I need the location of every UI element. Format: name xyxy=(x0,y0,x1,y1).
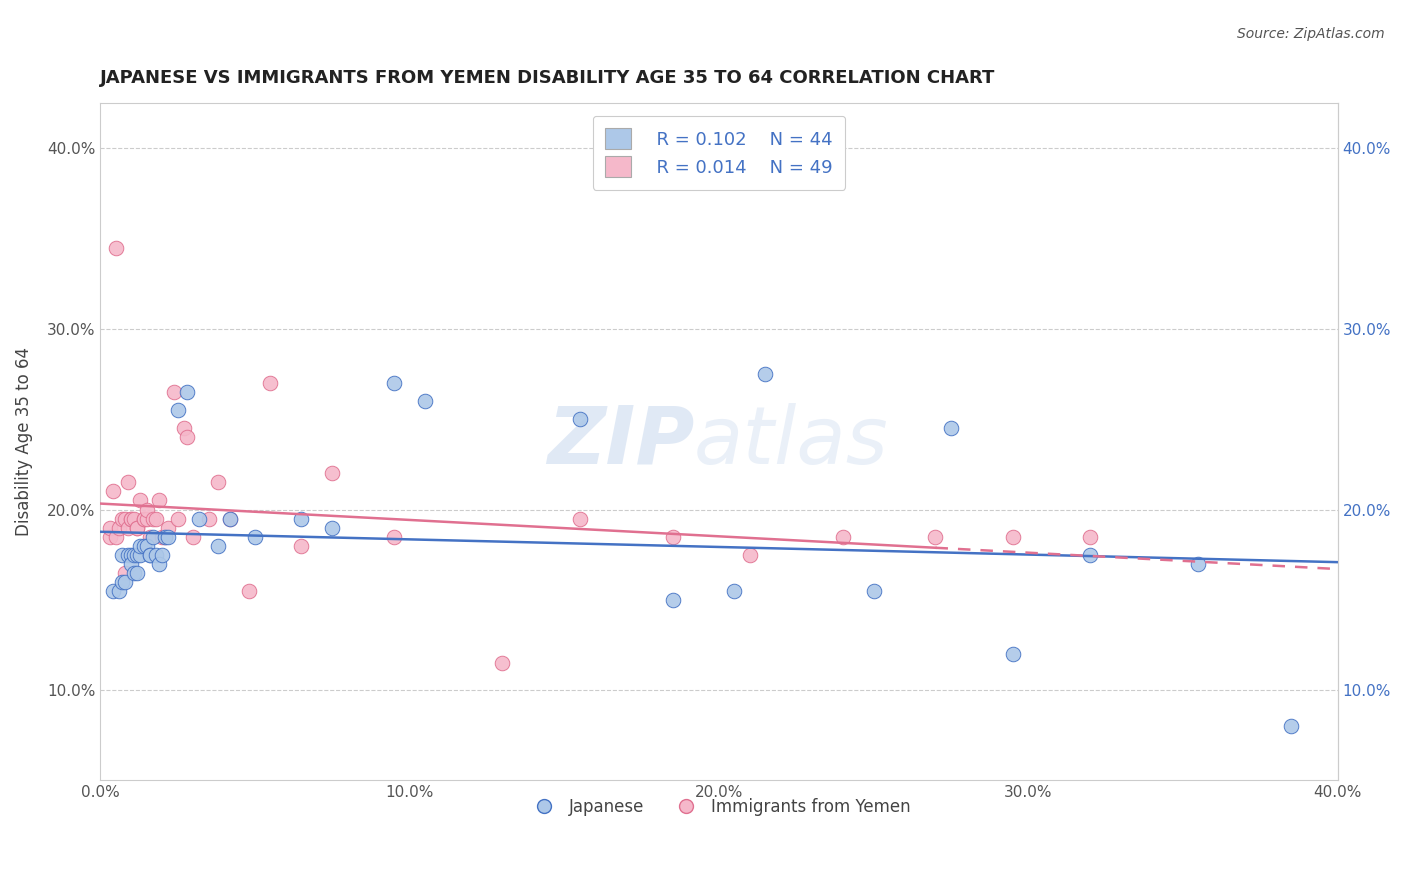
Point xyxy=(321,520,343,534)
Point xyxy=(129,493,152,508)
Point xyxy=(139,530,162,544)
Point xyxy=(120,511,142,525)
Point xyxy=(117,520,139,534)
Point xyxy=(127,566,149,580)
Point xyxy=(661,592,683,607)
Point xyxy=(150,530,173,544)
Point xyxy=(382,376,405,391)
Point xyxy=(139,548,162,562)
Point xyxy=(568,511,591,525)
Point xyxy=(148,493,170,508)
Legend: Japanese, Immigrants from Yemen: Japanese, Immigrants from Yemen xyxy=(520,791,917,822)
Point xyxy=(127,520,149,534)
Point xyxy=(207,475,229,490)
Point xyxy=(831,530,853,544)
Point xyxy=(723,583,745,598)
Point xyxy=(243,530,266,544)
Point xyxy=(129,548,152,562)
Point xyxy=(157,530,180,544)
Point xyxy=(148,557,170,571)
Point xyxy=(1001,647,1024,661)
Point xyxy=(135,511,157,525)
Point xyxy=(108,520,131,534)
Point xyxy=(132,511,155,525)
Point xyxy=(163,385,186,400)
Point xyxy=(114,566,136,580)
Point xyxy=(132,539,155,553)
Point xyxy=(117,475,139,490)
Point xyxy=(219,511,242,525)
Point xyxy=(111,574,134,589)
Point xyxy=(117,548,139,562)
Point xyxy=(661,530,683,544)
Point xyxy=(176,385,198,400)
Point xyxy=(129,539,152,553)
Point xyxy=(413,394,436,409)
Point xyxy=(862,583,884,598)
Point xyxy=(114,574,136,589)
Point xyxy=(142,511,165,525)
Text: Source: ZipAtlas.com: Source: ZipAtlas.com xyxy=(1237,27,1385,41)
Y-axis label: Disability Age 35 to 64: Disability Age 35 to 64 xyxy=(15,347,32,536)
Point xyxy=(1078,548,1101,562)
Point xyxy=(120,548,142,562)
Point xyxy=(150,548,173,562)
Point xyxy=(491,656,513,670)
Point xyxy=(101,484,124,499)
Point xyxy=(166,403,188,417)
Text: ZIP: ZIP xyxy=(547,403,695,481)
Point xyxy=(155,530,177,544)
Point xyxy=(132,511,155,525)
Point xyxy=(568,412,591,426)
Point xyxy=(104,241,127,255)
Point xyxy=(238,583,260,598)
Point xyxy=(382,530,405,544)
Point xyxy=(939,421,962,435)
Point xyxy=(145,548,167,562)
Point xyxy=(98,530,121,544)
Point xyxy=(111,548,134,562)
Point xyxy=(166,511,188,525)
Point xyxy=(120,557,142,571)
Point xyxy=(738,548,761,562)
Point xyxy=(321,467,343,481)
Point xyxy=(108,583,131,598)
Point xyxy=(101,583,124,598)
Point xyxy=(197,511,219,525)
Point xyxy=(120,511,142,525)
Point xyxy=(135,539,157,553)
Point xyxy=(135,502,157,516)
Point xyxy=(176,430,198,444)
Point xyxy=(145,511,167,525)
Point xyxy=(127,520,149,534)
Text: atlas: atlas xyxy=(695,403,889,481)
Point xyxy=(98,520,121,534)
Point xyxy=(1187,557,1209,571)
Point xyxy=(155,530,177,544)
Text: JAPANESE VS IMMIGRANTS FROM YEMEN DISABILITY AGE 35 TO 64 CORRELATION CHART: JAPANESE VS IMMIGRANTS FROM YEMEN DISABI… xyxy=(100,69,995,87)
Point xyxy=(124,511,146,525)
Point xyxy=(754,367,776,381)
Point xyxy=(1078,530,1101,544)
Point xyxy=(219,511,242,525)
Point xyxy=(127,548,149,562)
Point xyxy=(290,511,312,525)
Point xyxy=(207,539,229,553)
Point xyxy=(1279,719,1302,733)
Point xyxy=(142,530,165,544)
Point xyxy=(181,530,204,544)
Point xyxy=(157,520,180,534)
Point xyxy=(924,530,946,544)
Point xyxy=(173,421,195,435)
Point xyxy=(124,566,146,580)
Point xyxy=(1001,530,1024,544)
Point xyxy=(114,511,136,525)
Point xyxy=(104,530,127,544)
Point xyxy=(290,539,312,553)
Point xyxy=(111,511,134,525)
Point xyxy=(139,548,162,562)
Point xyxy=(188,511,211,525)
Point xyxy=(124,548,146,562)
Point xyxy=(259,376,281,391)
